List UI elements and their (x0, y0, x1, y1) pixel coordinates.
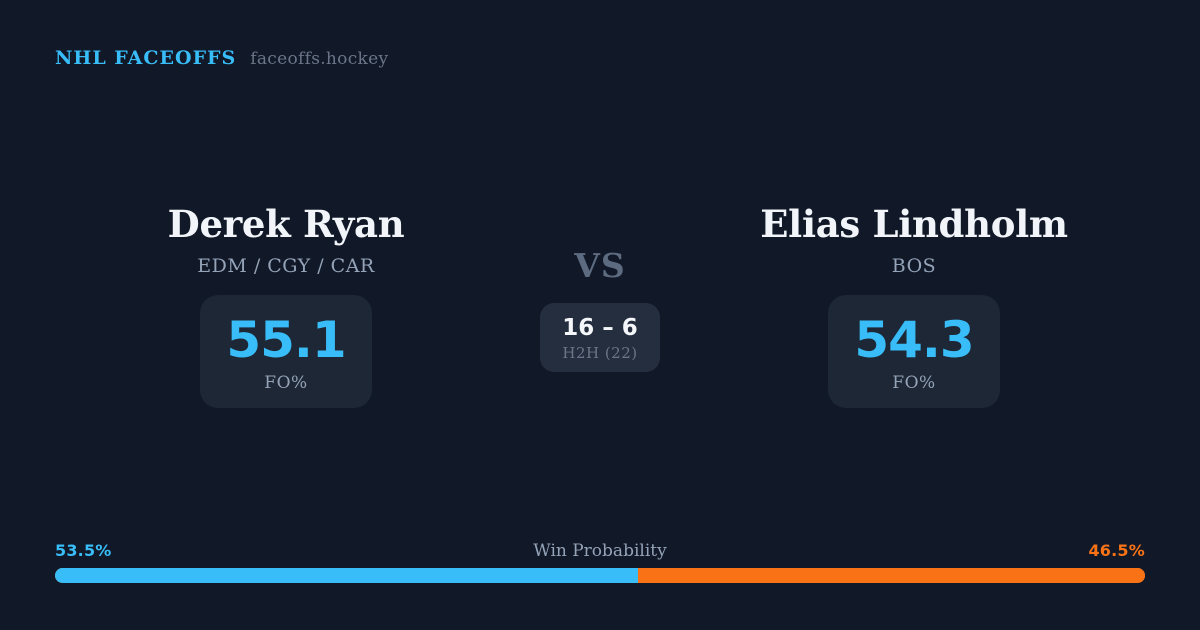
player-right-teams: BOS (891, 255, 937, 278)
win-probability-section: 53.5% Win Probability 46.5% (55, 541, 1145, 583)
right-win-percentage: 46.5% (1088, 541, 1145, 560)
win-bar-left-segment (55, 568, 639, 583)
matchup-section: Derek Ryan EDM / CGY / CAR 55.1 FO% VS 1… (55, 201, 1145, 409)
vs-label: VS (574, 246, 626, 285)
left-win-percentage: 53.5% (55, 541, 112, 560)
player-left-stat-card: 55.1 FO% (200, 295, 372, 409)
brand-logo: NHL FACEOFFS (55, 47, 237, 69)
site-domain: faceoffs.hockey (250, 49, 389, 69)
h2h-card: 16 – 6 H2H (22) (540, 302, 660, 373)
header: NHL FACEOFFS faceoffs.hockey (55, 0, 1145, 69)
vs-column: VS 16 – 6 H2H (22) (517, 201, 683, 373)
player-left-teams: EDM / CGY / CAR (197, 255, 375, 278)
win-probability-bar (55, 568, 1145, 583)
player-right-column: Elias Lindholm BOS 54.3 FO% (683, 201, 1145, 409)
player-left-column: Derek Ryan EDM / CGY / CAR 55.1 FO% (55, 201, 517, 409)
win-probability-title: Win Probability (533, 541, 667, 561)
win-probability-labels: 53.5% Win Probability 46.5% (55, 541, 1145, 561)
player-right-fo-percentage: 54.3 (854, 311, 974, 370)
player-right-stat-label: FO% (892, 373, 936, 394)
h2h-score: 16 – 6 (562, 314, 638, 341)
player-left-name: Derek Ryan (167, 202, 405, 246)
player-left-stat-label: FO% (264, 373, 308, 394)
player-left-fo-percentage: 55.1 (226, 311, 346, 370)
h2h-label: H2H (22) (562, 344, 638, 363)
win-bar-right-segment (638, 568, 1145, 583)
player-right-name: Elias Lindholm (760, 202, 1068, 246)
player-right-stat-card: 54.3 FO% (828, 295, 1000, 409)
